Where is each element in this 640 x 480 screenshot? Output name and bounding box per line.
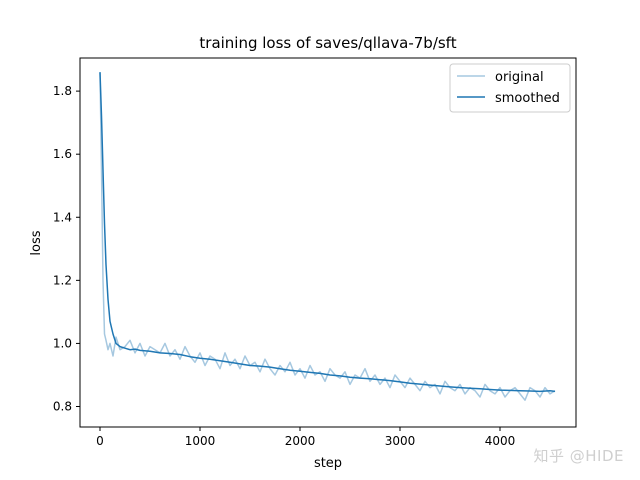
series-line-smoothed bbox=[99, 72, 556, 393]
x-tick-label: 4000 bbox=[485, 434, 516, 448]
watermark-text: 知乎 @HIDE bbox=[533, 447, 624, 465]
y-tick-label: 1.2 bbox=[53, 273, 72, 287]
y-tick-label: 1.4 bbox=[53, 210, 72, 224]
legend: original smoothed bbox=[449, 63, 571, 113]
x-tick-label: 2000 bbox=[285, 434, 316, 448]
x-tick-label: 1000 bbox=[185, 434, 216, 448]
series-line-original bbox=[99, 72, 556, 401]
y-tick-label: 0.8 bbox=[53, 400, 72, 414]
chart-title: training loss of saves/qllava-7b/sft bbox=[199, 34, 456, 52]
x-axis-label: step bbox=[314, 456, 342, 471]
legend-label-original: original bbox=[495, 70, 544, 85]
x-tick-label: 3000 bbox=[385, 434, 416, 448]
plot-frame bbox=[79, 57, 577, 428]
y-tick-label: 1.6 bbox=[53, 147, 72, 161]
y-tick-label: 1.8 bbox=[53, 84, 72, 98]
ticks-layer: 0 1000 2000 3000 4000 0.8 1.0 1.2 1.4 1.6 1.8 bbox=[53, 84, 515, 448]
y-tick-label: 1.0 bbox=[53, 336, 72, 350]
series-layer bbox=[99, 72, 556, 401]
x-tick-label: 0 bbox=[96, 434, 104, 448]
y-axis-label: loss bbox=[29, 230, 44, 255]
legend-label-smoothed: smoothed bbox=[495, 91, 560, 106]
